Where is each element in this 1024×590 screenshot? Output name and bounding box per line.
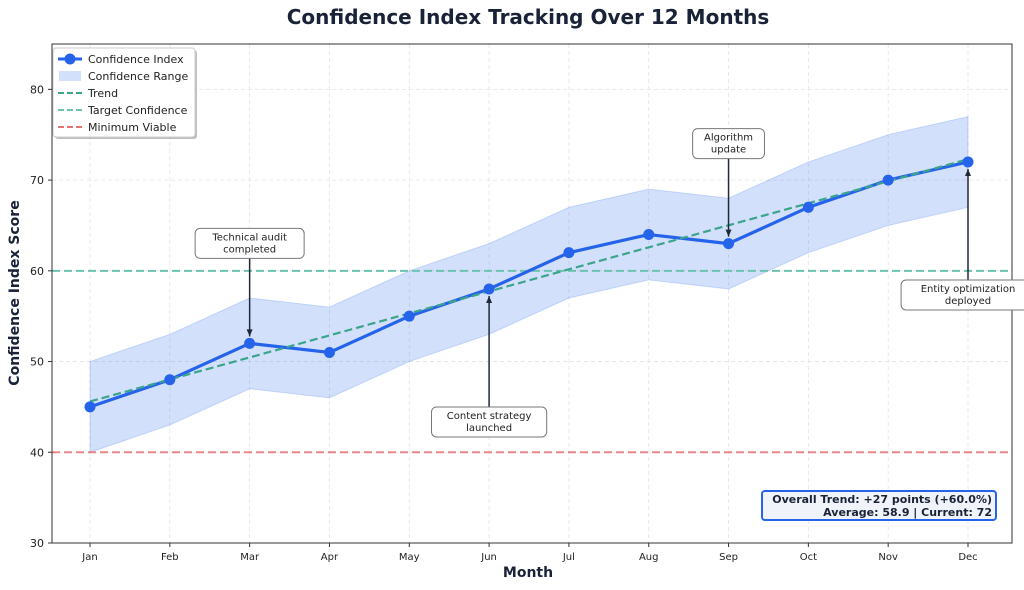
y-tick-label: 50 [30,356,44,369]
x-tick-label: Nov [878,552,898,563]
y-tick-label: 40 [30,446,44,459]
annotation-text: Content strategy [447,411,532,422]
confidence-index-line [89,160,969,409]
x-tick-label: May [399,552,420,563]
x-tick-label: Mar [240,552,260,563]
legend-label: Minimum Viable [88,121,177,134]
legend-box [52,47,196,138]
annotation-text: update [711,145,746,156]
legend-label: Confidence Range [88,70,188,83]
y-tick-label: 30 [30,537,44,550]
y-tick-label: 80 [30,83,44,96]
annotation-text: deployed [945,296,991,307]
confidence-range-band [89,115,969,453]
annotation-box [430,406,548,438]
x-tick-label: Apr [321,552,339,563]
data-point [403,310,415,322]
plot-area: 30 40 50 60 70 80 Jan Feb Mar Apr May Jun Jul Aug Sep O… [30,43,1024,563]
annotation-arrowhead [486,295,493,303]
x-tick-label: Jul [562,552,575,563]
data-point [723,238,735,250]
annotation-text: Technical audit [211,232,287,243]
summary-line-1: Overall Trend: +27 points (+60.0%) [772,493,992,506]
annotation-arrowhead [246,329,253,337]
trend-line [89,158,969,403]
x-tick-label: Sep [719,552,738,563]
legend-label: Trend [87,87,118,100]
legend-label: Target Confidence [87,104,188,117]
annotation-text: Entity optimization [921,284,1016,295]
annotation-box [194,227,305,259]
x-tick-label: Aug [639,552,659,563]
x-tick-label: Feb [161,552,179,563]
y-tick-label: 70 [30,174,44,187]
chart-title: Confidence Index Tracking Over 12 Months [287,5,770,29]
y-tick-label: 60 [30,265,44,278]
annotation-box [692,128,765,160]
annotation-text: Algorithm [704,133,753,144]
legend-marker-icon [64,53,76,65]
legend-band-icon [59,71,81,81]
summary-line-2: Average: 58.9 | Current: 72 [823,506,992,519]
x-tick-label: Jun [480,552,497,563]
x-axis-label: Month [503,565,553,581]
data-point [244,337,256,349]
data-point [563,247,575,259]
y-axis-label: Confidence Index Score [7,200,23,385]
x-tick-label: Oct [800,552,817,563]
data-point [643,229,655,241]
data-point [882,174,894,186]
summary-box: Overall Trend: +27 points (+60.0%)Averag… [761,490,997,521]
data-point [164,374,176,386]
annotation-box [900,279,1024,311]
annotation-arrowhead [965,168,971,176]
summary-box-frame [761,490,997,521]
data-point [323,346,335,358]
x-tick-label: Dec [958,552,977,563]
annotation-text: launched [466,423,512,434]
legend: Confidence Index Confidence Range Trend Tar… [52,47,197,139]
legend-label: Confidence Index [88,53,184,66]
data-point [802,201,814,213]
x-tick-label: Jan [81,552,97,563]
annotation-text: completed [223,244,276,255]
data-point [84,401,96,413]
annotation-arrowhead [725,229,732,237]
data-point [483,283,495,295]
data-point [962,156,974,168]
